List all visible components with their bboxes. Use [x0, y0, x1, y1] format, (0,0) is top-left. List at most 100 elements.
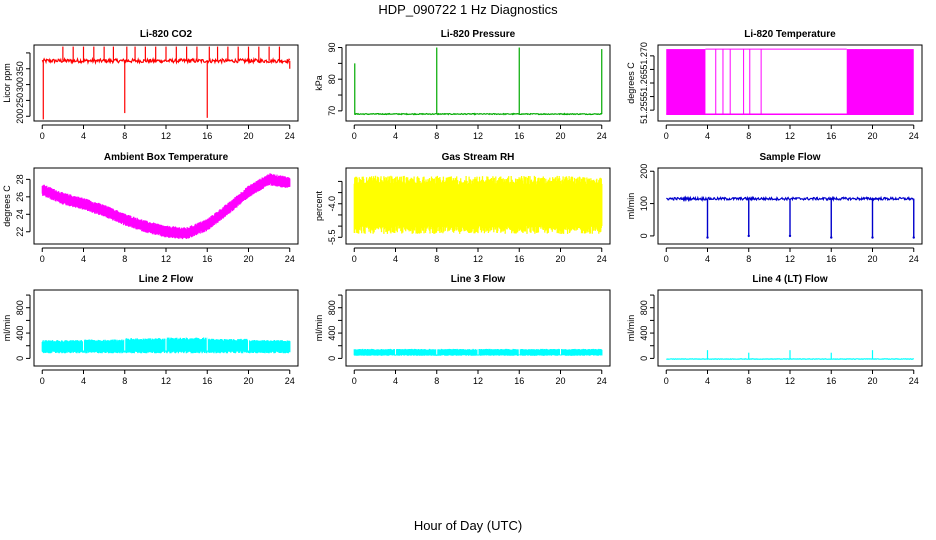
- x-tick-label: 4: [705, 376, 710, 386]
- x-tick-label: 20: [555, 376, 565, 386]
- x-axis: 0 4 8 12 16 20 24: [352, 369, 607, 386]
- y-axis: 0 400 800: [639, 294, 655, 361]
- x-tick-label: 0: [352, 254, 357, 264]
- y-axis-label: Licor ppm: [2, 63, 12, 103]
- x-axis: 0 4 8 12 16 20 24: [40, 124, 295, 141]
- x-tick-label: 4: [81, 376, 86, 386]
- y-tick-label: 28: [15, 174, 25, 184]
- x-tick-label: 24: [909, 131, 919, 141]
- y-tick-label: 200: [15, 109, 25, 124]
- x-axis: 0 4 8 12 16 20 24: [40, 369, 295, 386]
- x-tick-label: 16: [202, 376, 212, 386]
- x-tick-label: 0: [664, 376, 669, 386]
- y-tick-label: 200: [639, 164, 649, 179]
- x-tick-label: 24: [285, 254, 295, 264]
- plot-box: [33, 167, 299, 245]
- panel-title: Sample Flow: [759, 152, 820, 163]
- x-tick-label: 12: [161, 131, 171, 141]
- data-dip-point: [830, 236, 833, 239]
- y-axis-label: kPa: [314, 75, 324, 91]
- y-axis-label: degrees C: [2, 185, 12, 227]
- data-series: [41, 337, 291, 354]
- x-tick-label: 16: [514, 131, 524, 141]
- x-axis: 0 4 8 12 16 20 24: [352, 124, 607, 141]
- x-tick-label: 24: [909, 254, 919, 264]
- y-axis-label: ml/min: [2, 315, 12, 342]
- x-tick-label: 4: [81, 131, 86, 141]
- data-series: [354, 47, 603, 116]
- data-dip-point: [912, 236, 915, 239]
- x-tick-label: 0: [352, 376, 357, 386]
- x-tick-label: 8: [746, 254, 751, 264]
- y-axis-label: ml/min: [626, 315, 636, 342]
- x-axis: 0 4 8 12 16 20 24: [352, 247, 607, 264]
- x-tick-label: 20: [555, 254, 565, 264]
- y-tick-label: 51.265: [639, 69, 649, 97]
- plot-box: [345, 44, 611, 122]
- x-axis: 0 4 8 12 16 20 24: [40, 247, 295, 264]
- x-tick-label: 8: [434, 376, 439, 386]
- panel-title: Li-820 Temperature: [744, 29, 836, 40]
- x-tick-label: 20: [243, 376, 253, 386]
- x-tick-label: 16: [826, 254, 836, 264]
- figure-title: HDP_090722 1 Hz Diagnostics: [378, 2, 558, 17]
- data-series: [41, 173, 291, 240]
- x-tick-label: 8: [122, 254, 127, 264]
- x-tick-label: 16: [826, 131, 836, 141]
- x-tick-label: 8: [746, 376, 751, 386]
- x-tick-label: 12: [785, 131, 795, 141]
- plot-box: [657, 167, 923, 245]
- y-tick-label: 800: [327, 300, 337, 315]
- data-series: [41, 46, 291, 120]
- figure-x-axis-label: Hour of Day (UTC): [413, 518, 523, 533]
- x-tick-label: 4: [393, 131, 398, 141]
- x-tick-label: 20: [867, 131, 877, 141]
- y-tick-label: -4.0: [327, 196, 337, 212]
- panel-title: Li-820 CO2: [140, 29, 193, 40]
- y-tick-label: 400: [15, 326, 25, 341]
- x-tick-label: 4: [81, 254, 86, 264]
- data-series: [666, 350, 914, 361]
- y-axis: 22 24 26 28: [15, 174, 31, 237]
- data-dip-point: [747, 234, 750, 238]
- x-tick-label: 4: [393, 254, 398, 264]
- y-axis: 0 400 800: [15, 294, 31, 361]
- panel-sample-flow: Sample Flow 0 4 8 12 16 20 24 0 100 200 ml/min: [626, 152, 923, 264]
- panel-title: Gas Stream RH: [442, 152, 515, 163]
- y-tick-label: 300: [15, 77, 25, 92]
- x-tick-label: 12: [473, 131, 483, 141]
- x-tick-label: 20: [867, 376, 877, 386]
- x-tick-label: 12: [473, 376, 483, 386]
- y-tick-label: 0: [327, 356, 337, 361]
- x-tick-label: 0: [664, 254, 669, 264]
- x-tick-label: 12: [161, 254, 171, 264]
- panel-title: Line 2 Flow: [139, 274, 194, 285]
- x-tick-label: 12: [473, 254, 483, 264]
- panel-title: Line 4 (LT) Flow: [752, 274, 828, 285]
- x-tick-label: 24: [285, 376, 295, 386]
- x-tick-label: 8: [434, 131, 439, 141]
- x-tick-label: 8: [746, 131, 751, 141]
- y-tick-label: 350: [15, 61, 25, 76]
- data-dip-point: [706, 236, 709, 239]
- y-tick-label: 26: [15, 192, 25, 202]
- data-line: [41, 173, 291, 240]
- x-tick-label: 8: [122, 131, 127, 141]
- plot-box: [33, 44, 299, 122]
- x-tick-label: 12: [785, 254, 795, 264]
- x-tick-label: 20: [867, 254, 877, 264]
- x-tick-label: 4: [705, 254, 710, 264]
- x-tick-label: 20: [243, 131, 253, 141]
- y-tick-label: 800: [639, 300, 649, 315]
- x-tick-label: 16: [202, 131, 212, 141]
- data-dip-point: [788, 234, 792, 238]
- y-tick-label: 800: [15, 300, 25, 315]
- data-series: [666, 195, 915, 239]
- x-tick-label: 24: [285, 131, 295, 141]
- y-axis-label: degrees C: [626, 62, 636, 104]
- panel-title: Line 3 Flow: [451, 274, 506, 285]
- x-tick-label: 24: [909, 376, 919, 386]
